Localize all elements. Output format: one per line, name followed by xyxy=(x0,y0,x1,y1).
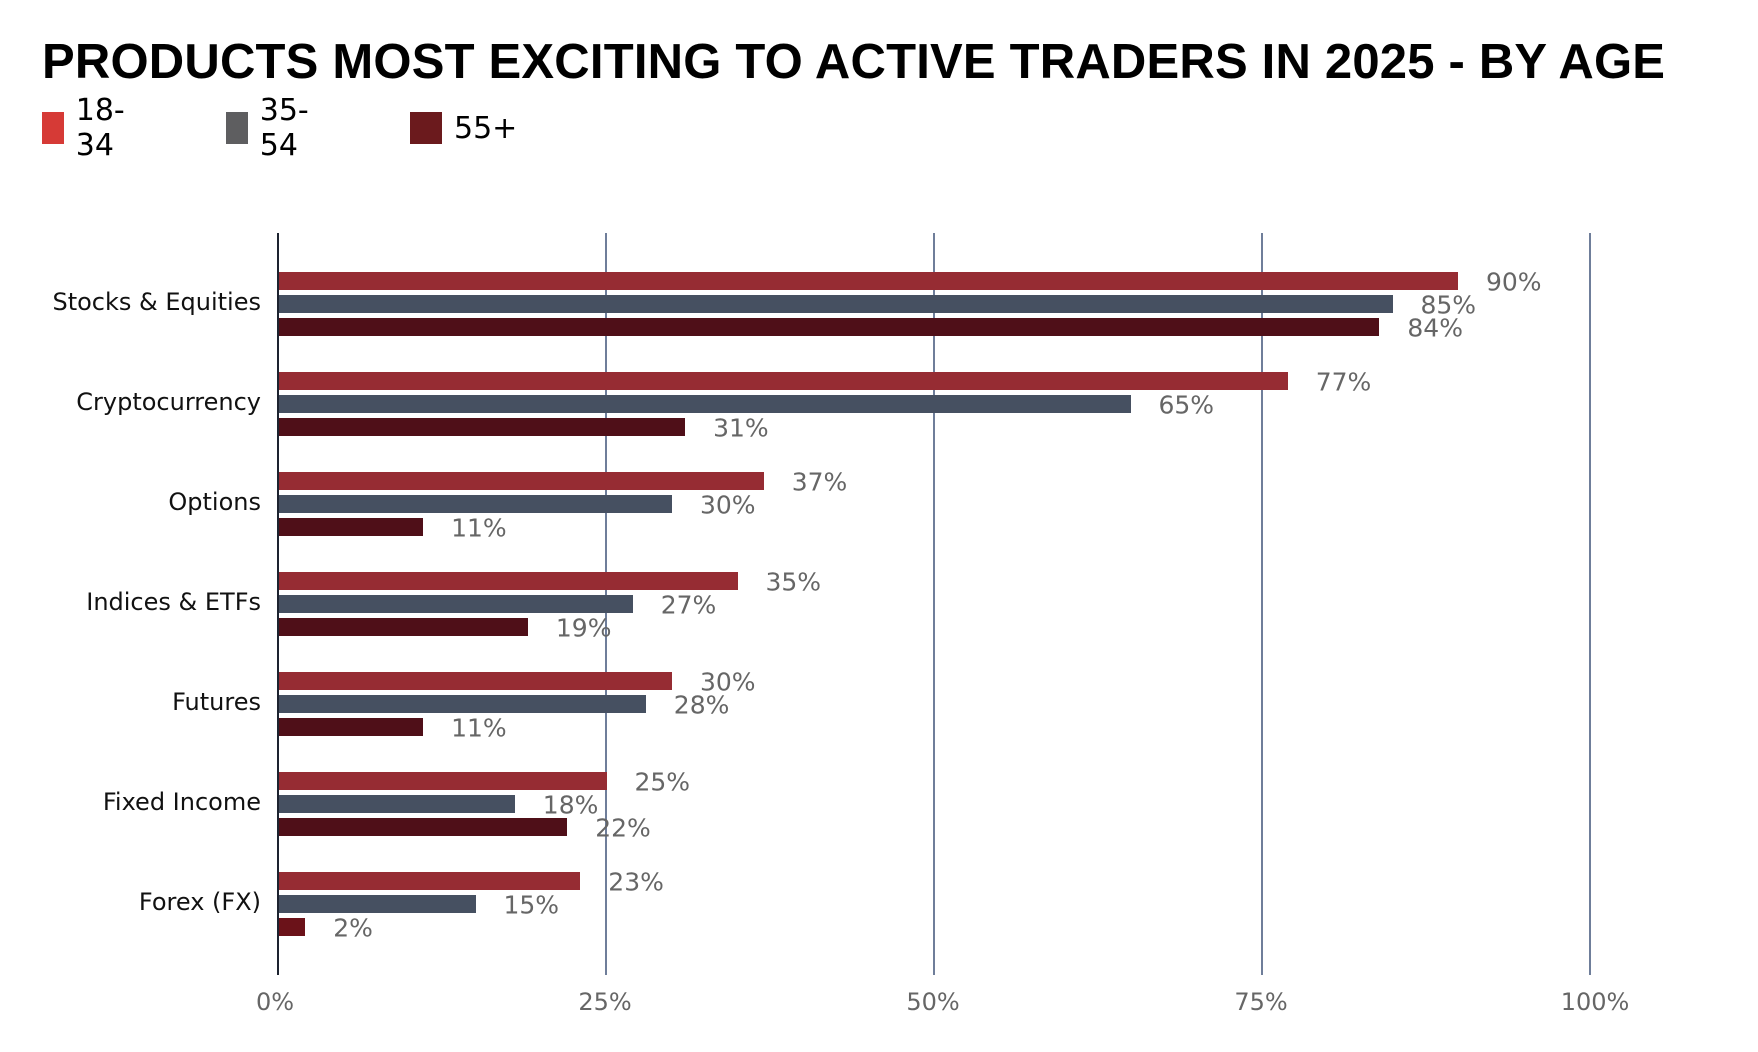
y-axis-line xyxy=(277,233,279,975)
bar-55-plus xyxy=(279,418,686,436)
x-tick-25: 25% xyxy=(578,988,632,1016)
legend-swatch-55-plus xyxy=(410,112,442,144)
legend-swatch-18-34 xyxy=(42,112,64,144)
value-label: 18% xyxy=(542,790,599,820)
x-tick-0: 0% xyxy=(255,988,295,1016)
category-label: Indices & ETFs xyxy=(86,588,261,616)
legend-item-35-54: 35-54 xyxy=(226,93,319,163)
value-label: 65% xyxy=(1158,390,1215,420)
value-label: 31% xyxy=(713,413,769,443)
category-label: Futures xyxy=(172,688,261,716)
bar-35-54 xyxy=(279,695,646,713)
value-label: 25% xyxy=(634,767,691,797)
category-label: Options xyxy=(168,488,261,516)
bar-55-plus xyxy=(279,518,424,536)
value-label: 85% xyxy=(1420,290,1477,320)
bar-18-34 xyxy=(279,272,1458,290)
legend-label-18-34: 18-34 xyxy=(75,93,125,163)
bar-18-34 xyxy=(279,372,1288,390)
value-label: 84% xyxy=(1407,313,1463,343)
bar-35-54 xyxy=(279,495,672,513)
bar-35-54 xyxy=(279,395,1131,413)
value-label: 77% xyxy=(1315,367,1372,397)
value-label: 35% xyxy=(765,567,822,597)
category-label: Cryptocurrency xyxy=(76,388,261,416)
x-tick-75: 75% xyxy=(1234,988,1288,1016)
bar-55-plus xyxy=(279,718,424,736)
legend-swatch-35-54 xyxy=(226,112,248,144)
gridline-50 xyxy=(933,233,935,975)
bar-55-plus xyxy=(279,818,568,836)
value-label: 28% xyxy=(673,690,730,720)
gridline-100 xyxy=(1589,233,1591,975)
bar-18-34 xyxy=(279,672,672,690)
bar-18-34 xyxy=(279,572,738,590)
legend-label-55-plus: 55+ xyxy=(454,110,518,146)
gridline-75 xyxy=(1261,233,1263,975)
value-label: 30% xyxy=(700,490,756,520)
bar-18-34 xyxy=(279,872,581,890)
bar-55-plus xyxy=(279,318,1380,336)
value-label: 27% xyxy=(660,590,717,620)
x-tick-50: 50% xyxy=(906,988,960,1016)
value-label: 30% xyxy=(700,667,756,697)
value-label: 15% xyxy=(503,890,560,920)
value-label: 11% xyxy=(451,513,507,543)
value-label: 2% xyxy=(333,913,373,943)
bar-55-plus xyxy=(279,618,528,636)
value-label: 22% xyxy=(595,813,651,843)
chart-title: PRODUCTS MOST EXCITING TO ACTIVE TRADERS… xyxy=(42,35,1666,89)
bar-18-34 xyxy=(279,472,764,490)
legend-label-35-54: 35-54 xyxy=(259,93,309,163)
legend-item-18-34: 18-34 xyxy=(42,93,135,163)
category-label: Forex (FX) xyxy=(138,888,261,916)
value-label: 90% xyxy=(1486,267,1542,297)
x-tick-100: 100% xyxy=(1560,988,1630,1016)
value-label: 37% xyxy=(791,467,848,497)
value-label: 23% xyxy=(608,867,664,897)
legend-item-55-plus: 55+ xyxy=(410,110,517,146)
bar-55-plus xyxy=(279,918,306,936)
value-label: 11% xyxy=(451,713,507,743)
value-label: 19% xyxy=(555,613,612,643)
category-label: Fixed Income xyxy=(102,788,261,816)
bar-35-54 xyxy=(279,595,633,613)
bar-35-54 xyxy=(279,795,515,813)
bar-35-54 xyxy=(279,295,1393,313)
bar-18-34 xyxy=(279,772,607,790)
bar-35-54 xyxy=(279,895,476,913)
category-label: Stocks & Equities xyxy=(52,288,261,316)
